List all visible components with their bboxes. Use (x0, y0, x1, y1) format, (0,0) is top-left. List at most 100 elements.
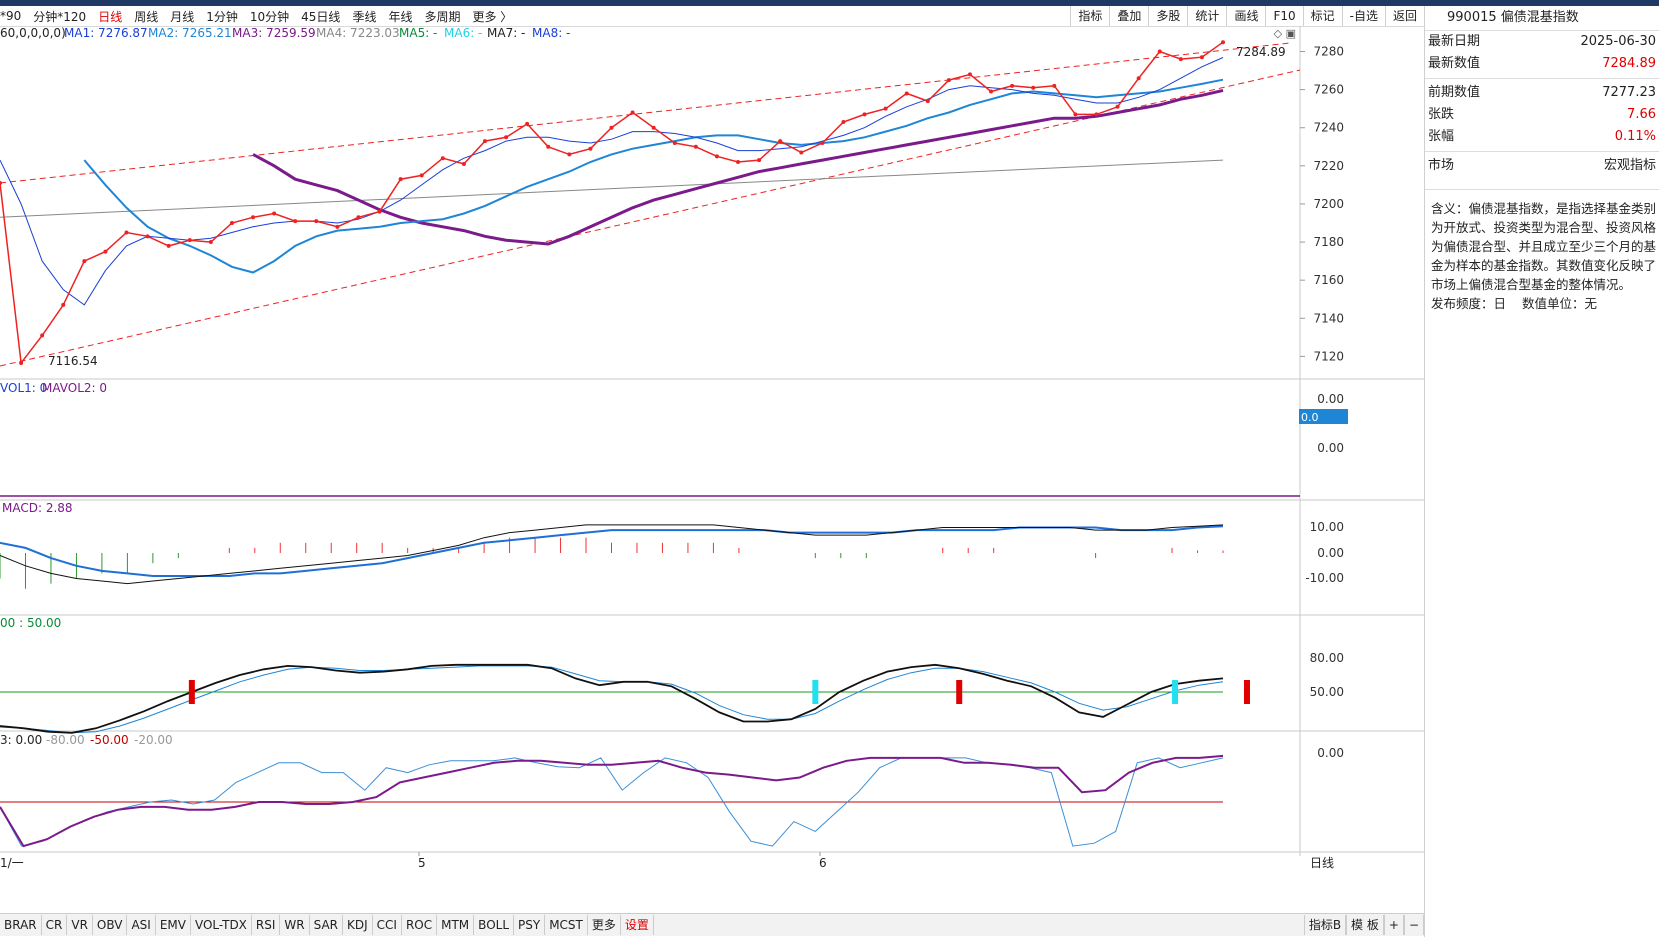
indicator-control-3[interactable]: − (1403, 915, 1424, 935)
kline-chart[interactable]: 60,0,0,0,0) MA1: 7276.87 MA2: 7265.21 MA… (0, 26, 1424, 913)
price-line (0, 41, 1224, 365)
kdj-signal-red (188, 680, 195, 704)
tool-button-3[interactable]: 统计 (1187, 6, 1226, 26)
period-tab-6[interactable]: 10分钟 (249, 9, 290, 24)
tool-button-8[interactable]: 返回 (1384, 6, 1424, 26)
price-point (799, 150, 804, 155)
sidebar-row-value: 7284.89 (1602, 56, 1656, 71)
indicator-tab-11[interactable]: CCI (373, 915, 402, 935)
price-point (904, 91, 909, 96)
price-point (862, 112, 867, 117)
ma2-legend: MA2: 7265.21 (148, 26, 232, 40)
indicator-tab-7[interactable]: RSI (252, 915, 281, 935)
indicator-tab-3[interactable]: OBV (93, 915, 128, 935)
kdj-signal-cyan (812, 680, 819, 704)
indicator-tab-4[interactable]: ASI (127, 915, 156, 935)
tool-button-2[interactable]: 多股 (1148, 6, 1187, 26)
price-point (778, 139, 783, 144)
tool-button-4[interactable]: 画线 (1226, 6, 1265, 26)
tool-button-7[interactable]: -自选 (1341, 6, 1385, 26)
period-tab-11[interactable]: 更多 〉 (472, 9, 513, 24)
tool-button-1[interactable]: 叠加 (1109, 6, 1148, 26)
indicator-tab-2[interactable]: VR (67, 915, 93, 935)
ma3-legend: MA3: 7259.59 (232, 26, 316, 40)
macd-panel (0, 524, 1224, 589)
indicator-tab-13[interactable]: MTM (437, 915, 475, 935)
price-point (588, 146, 593, 151)
price-point (967, 72, 972, 77)
price-point (398, 177, 403, 182)
indicator-control-0[interactable]: 指标B (1303, 915, 1347, 935)
macd-legend: MACD: 2.88 (2, 501, 73, 515)
price-point (1010, 83, 1015, 88)
period-tab-8[interactable]: 季线 (352, 9, 377, 24)
indicator-controls: 指标B 模 板 + − (1303, 914, 1424, 936)
period-tab-10[interactable]: 多周期 (424, 9, 461, 24)
indicator-tab-0[interactable]: BRAR (0, 915, 42, 935)
indicator-control-1[interactable]: 模 板 (1346, 915, 1384, 935)
price-point (1094, 112, 1099, 117)
price-point (293, 219, 298, 224)
sidebar-rows-latest: 最新日期 2025-06-30 最新数值 7284.89 (1425, 31, 1659, 75)
price-point (567, 152, 572, 157)
price-panel (0, 40, 1301, 367)
indicator-tab-10[interactable]: KDJ (343, 915, 373, 935)
indicator-tab-8[interactable]: WR (280, 915, 310, 935)
indicator-tab-6[interactable]: VOL-TDX (191, 915, 252, 935)
kdj-panel (0, 663, 1250, 734)
period-tab-4[interactable]: 月线 (170, 9, 195, 24)
price-tick-label: 7180 (1313, 235, 1344, 249)
period-tab-7[interactable]: 45日线 (301, 9, 341, 24)
period-tab-9[interactable]: 年线 (388, 9, 413, 24)
period-toolbar: *90 分钟*120 日线 周线 月线 1分钟 10分钟 45日线 季线 年线 多周期 更多 〉 指标… (0, 6, 1424, 27)
chart-tools: 指标 叠加 多股 统计 画线 F10 标记 -自选 返回 (1070, 6, 1424, 26)
x-axis-period[interactable]: 日线 (1310, 856, 1334, 870)
price-point (883, 106, 888, 111)
indicator-tab-12[interactable]: ROC (402, 915, 438, 935)
indicator-tab-17[interactable]: 更多 (588, 915, 621, 935)
price-point (1221, 40, 1225, 45)
ma6-legend: MA6: - (444, 26, 482, 40)
period-tab-3[interactable]: 周线 (134, 9, 159, 24)
price-point (525, 121, 530, 126)
kdj-k-line (0, 663, 1224, 734)
ma4-legend: MA4: 7223.03 (316, 26, 400, 40)
indicator-tab-16[interactable]: MCST (545, 915, 588, 935)
price-point (229, 221, 234, 226)
ma5-legend: MA5: - (399, 26, 437, 40)
kdj-axis-50: 50.00 (1310, 685, 1344, 699)
tool-button-0[interactable]: 指标 (1070, 6, 1109, 26)
tool-button-6[interactable]: 标记 (1302, 6, 1342, 26)
indicator-tab-1[interactable]: CR (42, 915, 68, 935)
trend-lower (0, 69, 1301, 367)
price-point (1199, 55, 1204, 60)
price-point (672, 140, 677, 145)
diamond-icon[interactable]: ◇ ▣ (1274, 27, 1296, 40)
wr-axis-0: 0.00 (1317, 746, 1344, 760)
ma1-line (0, 57, 1224, 306)
price-tick-label: 7200 (1313, 197, 1344, 211)
period-tab-1[interactable]: 分钟*120 (33, 9, 87, 24)
price-point (440, 156, 445, 161)
indicator-tab-14[interactable]: BOLL (474, 915, 515, 935)
price-point (0, 180, 2, 185)
sidebar-row-value: 7.66 (1627, 107, 1656, 122)
macd-axis-neg10: -10.00 (1305, 571, 1344, 585)
indicator-tab-18[interactable]: 设置 (621, 915, 654, 935)
indicator-control-2[interactable]: + (1383, 915, 1404, 935)
vol-marker-label: 0.0 (1301, 411, 1319, 424)
period-tab-5[interactable]: 1分钟 (206, 9, 238, 24)
tool-button-5[interactable]: F10 (1265, 6, 1302, 26)
price-tick-label: 7120 (1313, 349, 1344, 363)
period-tab-0[interactable]: *90 (0, 9, 22, 23)
price-point (1178, 57, 1183, 62)
ma4-line (0, 159, 1224, 218)
vol-marker (1299, 409, 1348, 424)
indicator-tab-15[interactable]: PSY (514, 915, 546, 935)
indicator-tab-5[interactable]: EMV (156, 915, 191, 935)
sidebar-market-row: 市场 宏观指标 (1425, 155, 1659, 177)
price-axis: 7120 7140 7160 7180 7200 7220 7240 7260 7280 (1300, 45, 1344, 363)
period-tab-2[interactable]: 日线 (98, 9, 123, 24)
indicator-tab-9[interactable]: SAR (310, 915, 343, 935)
price-point (61, 302, 66, 307)
